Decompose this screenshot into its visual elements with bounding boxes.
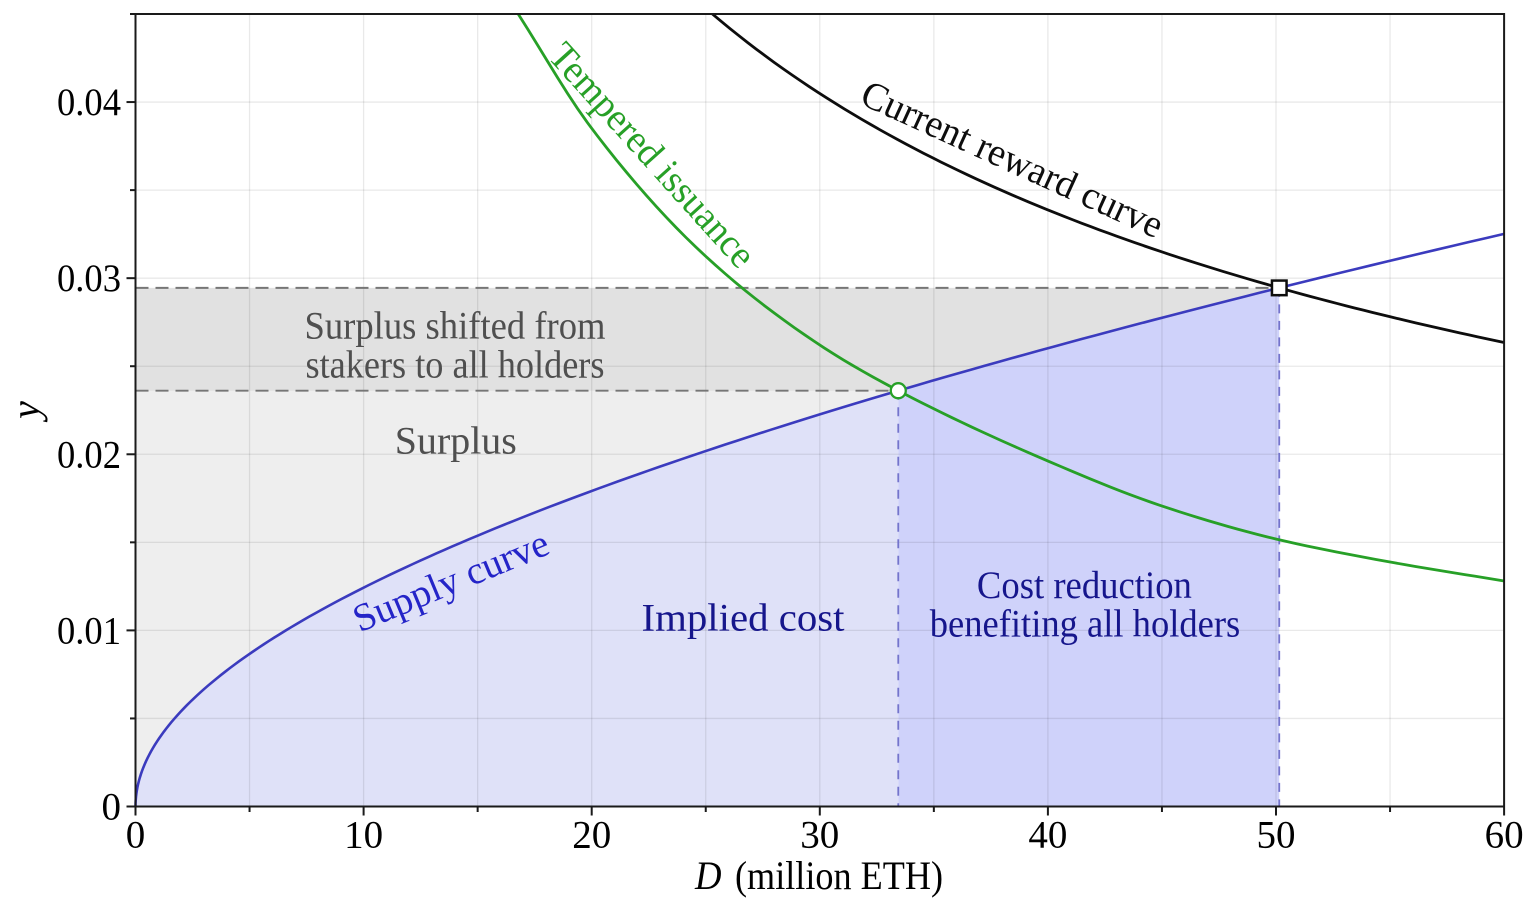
svg-text:0.01: 0.01 — [57, 609, 121, 652]
svg-text:Implied cost: Implied cost — [642, 597, 845, 640]
svg-text:20: 20 — [572, 813, 611, 856]
svg-text:stakers to all holders: stakers to all holders — [306, 343, 605, 386]
svg-text:30: 30 — [800, 813, 839, 856]
svg-text:y: y — [3, 401, 48, 423]
svg-text:D: D — [694, 853, 721, 898]
svg-text:40: 40 — [1028, 813, 1067, 856]
svg-text:0.02: 0.02 — [57, 433, 121, 476]
svg-text:10: 10 — [344, 813, 383, 856]
svg-text:0.03: 0.03 — [57, 257, 121, 300]
svg-text:(million ETH): (million ETH) — [735, 853, 943, 898]
svg-text:Surplus: Surplus — [395, 420, 517, 463]
svg-text:60: 60 — [1485, 813, 1524, 856]
svg-text:50: 50 — [1257, 813, 1296, 856]
svg-text:Surplus shifted from: Surplus shifted from — [305, 305, 606, 348]
svg-text:0: 0 — [126, 813, 146, 856]
svg-text:Cost reduction: Cost reduction — [977, 564, 1192, 607]
svg-text:0: 0 — [102, 786, 122, 829]
svg-text:0.04: 0.04 — [57, 81, 121, 124]
svg-text:benefiting all holders: benefiting all holders — [930, 603, 1241, 646]
